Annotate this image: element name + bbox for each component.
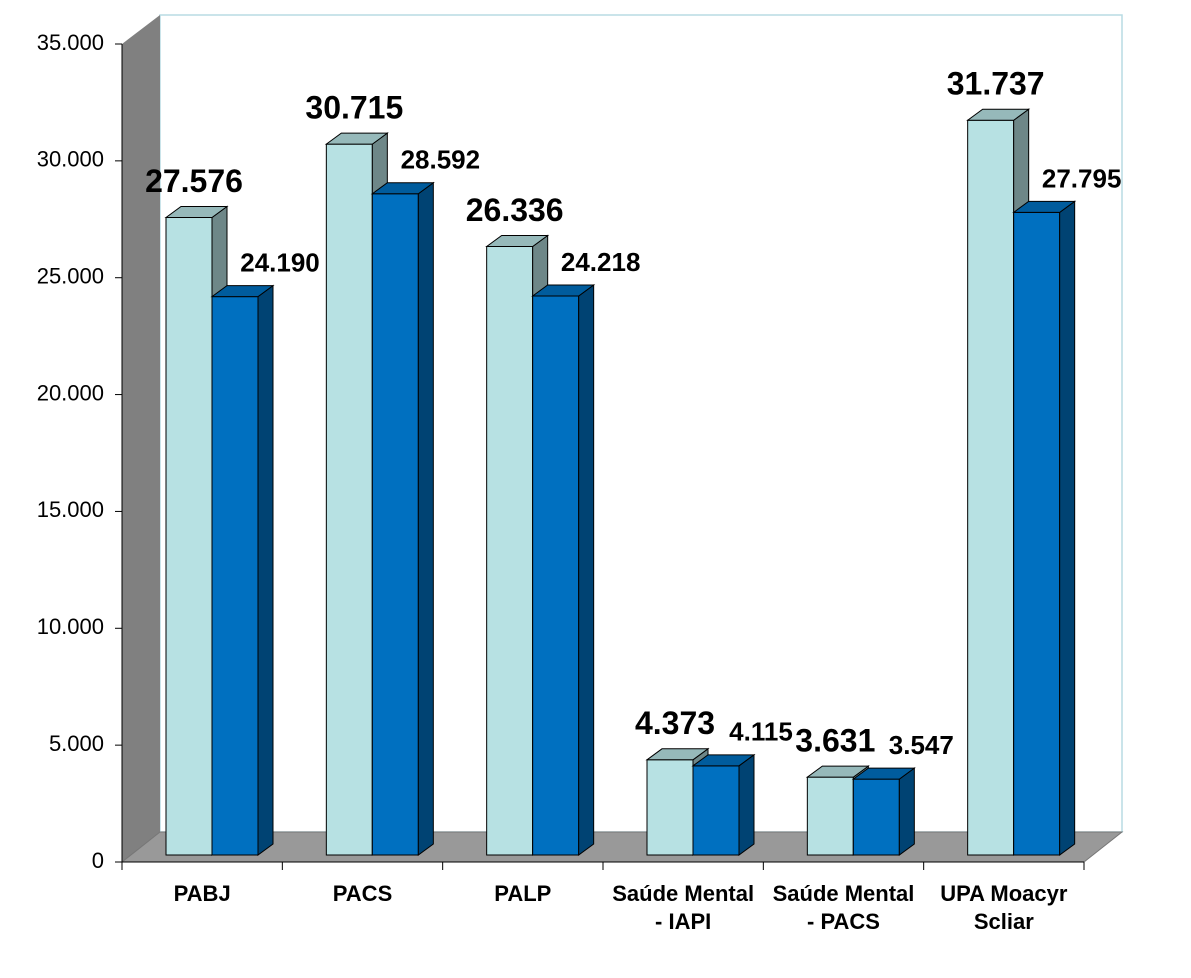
bar: [806, 776, 854, 856]
x-tick-label: UPA Moacyr Scliar: [940, 881, 1068, 934]
bar-top: [645, 748, 710, 761]
data-label: 4.115: [729, 717, 793, 747]
x-tick-label: Saúde Mental - PACS: [772, 881, 915, 934]
y-tick-label: 30.000: [37, 147, 104, 172]
bar: [852, 778, 900, 856]
side-wall: [122, 15, 160, 862]
data-label: 30.715: [305, 90, 403, 126]
x-tick-label: Saúde Mental - IAPI: [612, 881, 755, 934]
bar-top: [531, 284, 596, 297]
data-label: 31.737: [947, 66, 1045, 102]
bar: [692, 765, 740, 856]
bar-top: [851, 767, 916, 780]
y-tick-label: 15.000: [37, 497, 104, 522]
bar-top: [966, 108, 1031, 121]
y-tick-label: 20.000: [37, 380, 104, 405]
bar-top: [805, 765, 870, 778]
bar: [967, 119, 1015, 856]
y-tick-label: 35.000: [37, 30, 104, 55]
data-label: 28.592: [401, 145, 481, 175]
data-label: 27.576: [145, 163, 243, 199]
data-label: 3.631: [795, 723, 875, 759]
bar-top: [210, 285, 275, 298]
bar: [646, 759, 694, 856]
bar: [532, 295, 580, 856]
bar: [1013, 211, 1061, 856]
bar: [211, 296, 259, 856]
data-label: 24.190: [240, 248, 320, 278]
bar-side: [1059, 200, 1076, 856]
bar: [165, 217, 213, 856]
data-label: 26.336: [466, 192, 564, 228]
data-label: 4.373: [635, 705, 715, 741]
bar-side: [898, 767, 915, 856]
data-label: 3.547: [889, 730, 954, 760]
bar: [486, 245, 534, 856]
data-label: 27.795: [1042, 163, 1122, 193]
bar-top: [324, 132, 389, 145]
bar-top: [485, 234, 550, 247]
y-tick-label: 10.000: [37, 614, 104, 639]
bar-top: [164, 206, 229, 219]
x-tick-label: PABJ: [173, 881, 231, 906]
bar-top: [1012, 200, 1077, 213]
y-tick-label: 0: [92, 848, 104, 873]
bar: [325, 143, 373, 856]
y-tick-label: 5.000: [49, 731, 104, 756]
y-tick-label: 25.000: [37, 264, 104, 289]
bar: [371, 193, 419, 856]
bar-top: [370, 182, 435, 195]
bar-top: [691, 754, 756, 767]
bar-side: [417, 181, 434, 856]
data-label: 24.218: [561, 247, 641, 277]
bar-side: [257, 284, 274, 856]
x-tick-label: PALP: [494, 881, 552, 906]
x-tick-label: PACS: [332, 881, 393, 906]
bar-side: [578, 284, 595, 856]
bar-side: [738, 753, 755, 856]
